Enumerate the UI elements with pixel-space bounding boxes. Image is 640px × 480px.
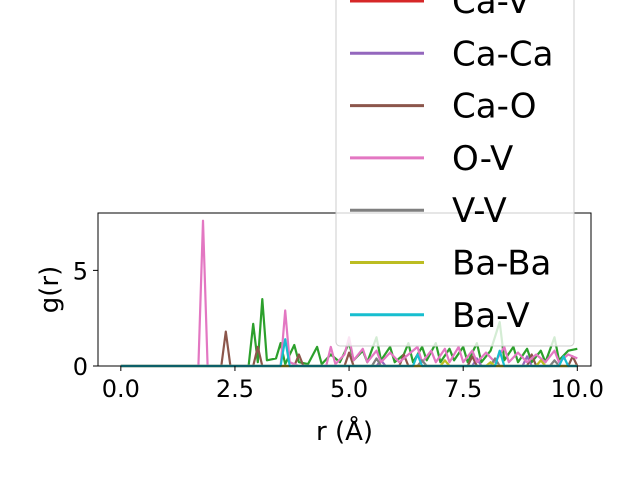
legend-box xyxy=(335,0,575,347)
x-tick-label: 5.0 xyxy=(330,375,368,403)
y-axis-ticks: 05 xyxy=(73,257,98,381)
legend-label-ca-o: Ca-O xyxy=(452,87,537,127)
legend-label-v-v: V-V xyxy=(452,191,507,231)
x-axis-label: r (Å) xyxy=(316,415,373,447)
x-axis-ticks: 0.0 2.5 5.0 7.5 10.0 xyxy=(102,366,604,403)
legend-label-o-v: O-V xyxy=(452,139,513,179)
y-tick-label: 5 xyxy=(73,257,88,285)
legend-label-ba-ba: Ba-Ba xyxy=(452,244,551,284)
x-tick-label: 10.0 xyxy=(551,375,604,403)
x-tick-label: 2.5 xyxy=(216,375,254,403)
x-tick-label: 7.5 xyxy=(444,375,482,403)
series-line-1 xyxy=(120,298,578,368)
y-axis-label: g(r) xyxy=(35,266,65,313)
legend-label-ca-v: Ca-V xyxy=(452,0,530,22)
legend-label-ba-v: Ba-V xyxy=(452,296,530,336)
legend-label-ca-ca: Ca-Ca xyxy=(452,34,553,74)
y-tick-label: 0 xyxy=(73,353,88,381)
legend: Ca-V Ca-Ca Ca-O O-V V-V Ba-Ba Ba-V xyxy=(335,0,575,347)
x-tick-label: 0.0 xyxy=(102,375,140,403)
series-line-ba-ba xyxy=(120,359,578,368)
